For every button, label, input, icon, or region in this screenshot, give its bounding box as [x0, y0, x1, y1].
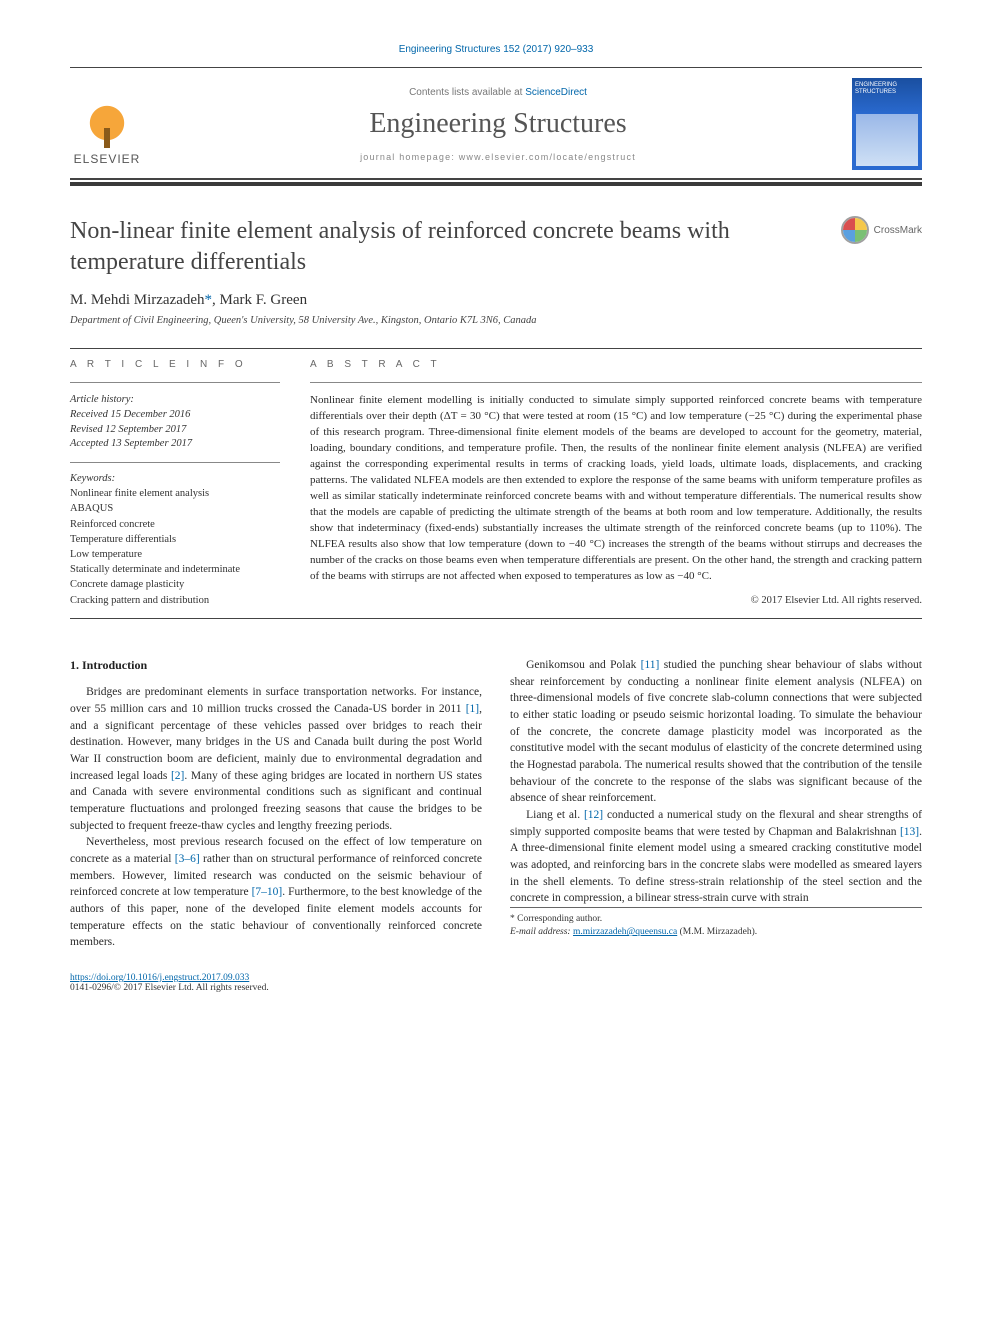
header-rule — [70, 182, 922, 186]
abstract-label: A B S T R A C T — [310, 359, 922, 370]
crossmark-label: CrossMark — [874, 225, 922, 236]
citation-link[interactable]: [7–10] — [252, 886, 283, 898]
publisher-logo: ELSEVIER — [70, 82, 144, 166]
article-info-label: A R T I C L E I N F O — [70, 359, 280, 370]
keyword-item: Cracking pattern and distribution — [70, 593, 280, 608]
doi-link[interactable]: https://doi.org/10.1016/j.engstruct.2017… — [70, 973, 249, 983]
abstract-column: A B S T R A C T Nonlinear finite element… — [310, 348, 922, 619]
abstract-text: Nonlinear finite element modelling is in… — [310, 393, 922, 584]
homepage-url: www.elsevier.com/locate/engstruct — [459, 152, 636, 162]
history-received: Received 15 December 2016 — [70, 408, 280, 423]
author-email-link[interactable]: m.mirzazadeh@queensu.ca — [573, 927, 677, 937]
history-accepted: Accepted 13 September 2017 — [70, 437, 280, 452]
citation-link[interactable]: [12] — [584, 809, 603, 821]
article-title: Non-linear finite element analysis of re… — [70, 216, 821, 278]
keyword-item: ABAQUS — [70, 501, 280, 516]
crossmark-badge[interactable]: CrossMark — [841, 216, 922, 244]
section-heading-1: 1. Introduction — [70, 657, 482, 674]
keyword-item: Nonlinear finite element analysis — [70, 486, 280, 501]
affiliation: Department of Civil Engineering, Queen's… — [70, 315, 922, 326]
authors-line: M. Mehdi Mirzazadeh*, Mark F. Green — [70, 292, 922, 309]
abstract-copyright: © 2017 Elsevier Ltd. All rights reserved… — [310, 595, 922, 606]
sciencedirect-link[interactable]: ScienceDirect — [525, 87, 587, 98]
intro-paragraph-2: Nevertheless, most previous research foc… — [70, 834, 482, 951]
email-suffix: (M.M. Mirzazadeh). — [677, 927, 757, 937]
p4a: Liang et al. — [526, 809, 584, 821]
citation-link[interactable]: [13] — [900, 826, 919, 838]
history-label: Article history: — [70, 393, 280, 408]
citation-link[interactable]: [1] — [466, 703, 479, 715]
issn-copyright: 0141-0296/© 2017 Elsevier Ltd. All right… — [70, 983, 269, 993]
crossmark-icon — [841, 216, 869, 244]
keywords-list: Nonlinear finite element analysis ABAQUS… — [70, 486, 280, 608]
homepage-prefix: journal homepage: — [360, 152, 459, 162]
citation-link[interactable]: [2] — [171, 770, 184, 782]
article-info-column: A R T I C L E I N F O Article history: R… — [70, 348, 280, 619]
elsevier-tree-icon — [77, 90, 137, 150]
intro-paragraph-4: Liang et al. [12] conducted a numerical … — [510, 807, 922, 907]
keyword-item: Temperature differentials — [70, 532, 280, 547]
contents-prefix: Contents lists available at — [409, 87, 525, 98]
citation-link[interactable]: [11] — [641, 659, 660, 671]
keywords-label: Keywords: — [70, 473, 280, 484]
journal-title: Engineering Structures — [158, 108, 838, 140]
author-2: , Mark F. Green — [212, 292, 307, 308]
intro-paragraph-3: Genikomsou and Polak [11] studied the pu… — [510, 657, 922, 807]
cover-thumb-image — [856, 114, 918, 166]
author-1: M. Mehdi Mirzazadeh — [70, 292, 205, 308]
history-revised: Revised 12 September 2017 — [70, 423, 280, 438]
contents-available-line: Contents lists available at ScienceDirec… — [158, 87, 838, 98]
journal-header: ELSEVIER Contents lists available at Sci… — [70, 67, 922, 180]
article-history: Article history: Received 15 December 20… — [70, 393, 280, 452]
keyword-item: Statically determinate and indeterminate — [70, 562, 280, 577]
email-line: E-mail address: m.mirzazadeh@queensu.ca … — [510, 926, 922, 939]
page-footer: https://doi.org/10.1016/j.engstruct.2017… — [70, 973, 922, 993]
keyword-item: Reinforced concrete — [70, 517, 280, 532]
cover-thumb-title: ENGINEERING STRUCTURES — [855, 82, 919, 95]
keyword-item: Low temperature — [70, 547, 280, 562]
p3b: studied the punching shear behaviour of … — [510, 659, 922, 804]
journal-homepage-line: journal homepage: www.elsevier.com/locat… — [158, 152, 838, 162]
article-body: 1. Introduction Bridges are predominant … — [70, 657, 922, 951]
footnotes: * Corresponding author. E-mail address: … — [510, 907, 922, 940]
keyword-item: Concrete damage plasticity — [70, 577, 280, 592]
corresponding-symbol: * — [205, 292, 213, 308]
publisher-name: ELSEVIER — [74, 152, 141, 166]
journal-cover-thumb: ENGINEERING STRUCTURES — [852, 78, 922, 170]
citation-link[interactable]: [3–6] — [175, 853, 200, 865]
p3a: Genikomsou and Polak — [526, 659, 641, 671]
corresponding-author-note: * Corresponding author. — [510, 913, 922, 926]
journal-reference: Engineering Structures 152 (2017) 920–93… — [70, 44, 922, 55]
p1a: Bridges are predominant elements in surf… — [70, 686, 482, 715]
intro-paragraph-1: Bridges are predominant elements in surf… — [70, 684, 482, 834]
email-label: E-mail address: — [510, 927, 573, 937]
